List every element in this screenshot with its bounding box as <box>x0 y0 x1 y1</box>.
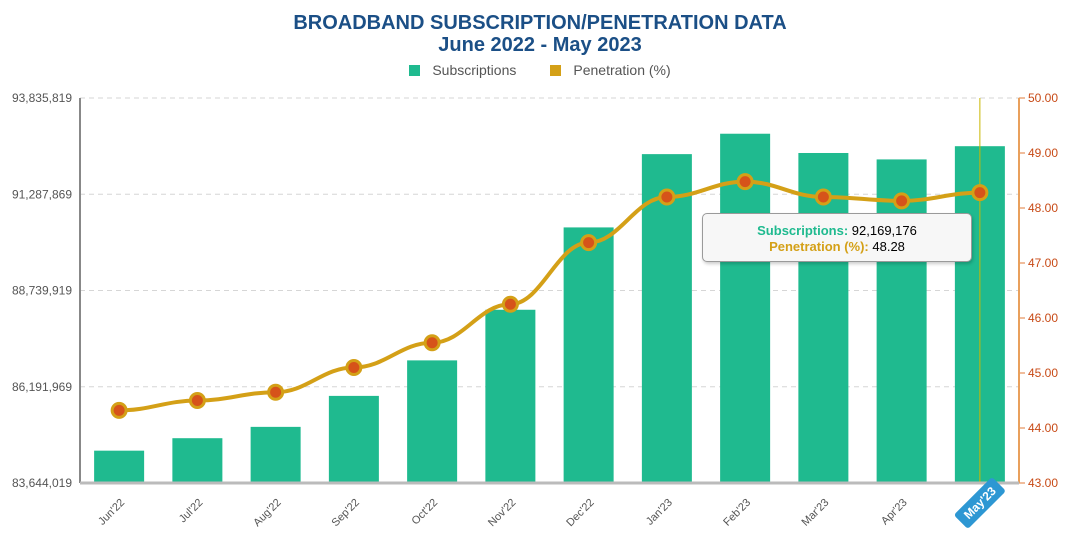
point-penetration-Jun22 <box>110 401 128 419</box>
bar-subscriptions-Oct22 <box>407 360 458 483</box>
x-tick-label: Jan'23 <box>644 497 675 528</box>
bar-subscriptions-Jan23 <box>641 154 692 483</box>
x-tick-label: Jul'22 <box>177 497 206 526</box>
bar-subscriptions-Mar23 <box>798 152 849 483</box>
point-penetration-Sep22 <box>345 359 363 376</box>
tooltip-subs-value: 92,169,176 <box>851 223 917 238</box>
point-penetration-Oct22 <box>423 334 441 352</box>
tooltip-pen-label: Penetration (%): <box>769 239 869 254</box>
x-tick-label: Sep'22 <box>330 497 362 529</box>
bar-subscriptions-Sep22 <box>328 395 379 483</box>
tooltip-pen-value: 48.28 <box>872 239 905 254</box>
y-right-tick-label: 43.00 <box>1028 476 1058 490</box>
point-penetration-Feb23 <box>736 173 754 191</box>
y-right-tick-label: 47.00 <box>1028 256 1058 270</box>
y-right-tick-label: 44.00 <box>1028 421 1058 435</box>
x-tick-label: Aug'22 <box>251 497 283 529</box>
point-penetration-Mar23 <box>814 188 832 206</box>
x-tick-label: Mar'23 <box>799 497 831 529</box>
x-tick-label-highlight: May'23 <box>954 478 1005 528</box>
x-tick-label: Feb'23 <box>721 497 753 529</box>
chart-title: BROADBAND SUBSCRIPTION/PENETRATION DATA <box>293 12 787 34</box>
bar-subscriptions-Aug22 <box>250 426 301 483</box>
y-left-tick-label: 88,739,919 <box>12 284 72 298</box>
bar-subscriptions-Jun22 <box>94 450 145 483</box>
point-penetration-Jan23 <box>658 188 676 206</box>
point-penetration-Aug22 <box>267 383 285 401</box>
bar-subscriptions-Nov22 <box>485 309 536 483</box>
x-tick-highlight-badge <box>954 478 1005 528</box>
point-penetration-Nov22 <box>501 295 519 313</box>
point-penetration-Apr23 <box>893 192 911 210</box>
legend-item-subscriptions[interactable]: Subscriptions <box>409 62 516 78</box>
y-right-tick-label: 50.00 <box>1028 91 1058 105</box>
tooltip-subs-label: Subscriptions: <box>757 223 849 238</box>
legend-item-penetration[interactable]: Penetration (%) <box>550 62 671 78</box>
legend: Subscriptions Penetration (%) <box>0 62 1080 78</box>
x-tick-label: Nov'22 <box>486 497 518 529</box>
legend-label-penetration: Penetration (%) <box>573 62 671 78</box>
point-penetration-Jul22 <box>188 392 206 409</box>
legend-label-subscriptions: Subscriptions <box>432 62 517 78</box>
y-right-tick-label: 49.00 <box>1028 146 1058 160</box>
x-tick-label: Apr'23 <box>879 497 910 528</box>
x-tick-label: Oct'22 <box>410 497 441 528</box>
y-left-tick-label: 93,835,819 <box>12 91 72 105</box>
y-left-tick-label: 91,287,869 <box>12 187 72 201</box>
y-left-tick-label: 83,644,019 <box>12 476 72 490</box>
bar-subscriptions-Jul22 <box>172 438 223 483</box>
legend-swatch-subscriptions <box>409 64 421 76</box>
bar-subscriptions-Feb23 <box>720 133 771 483</box>
bar-subscriptions-Dec22 <box>563 227 614 483</box>
y-left-tick-label: 86,191,969 <box>12 380 72 394</box>
point-penetration-Dec22 <box>580 234 598 252</box>
x-tick-label: Jun'22 <box>96 497 127 528</box>
point-penetration-May23 <box>971 184 989 202</box>
y-right-tick-label: 48.00 <box>1028 201 1058 215</box>
y-right-tick-label: 46.00 <box>1028 311 1058 325</box>
tooltip: Subscriptions: 92,169,176 Penetration (%… <box>702 213 972 262</box>
legend-swatch-penetration <box>550 64 562 76</box>
y-right-tick-label: 45.00 <box>1028 366 1058 380</box>
x-tick-label: Dec'22 <box>564 497 596 529</box>
chart-subtitle: June 2022 - May 2023 <box>438 34 642 56</box>
